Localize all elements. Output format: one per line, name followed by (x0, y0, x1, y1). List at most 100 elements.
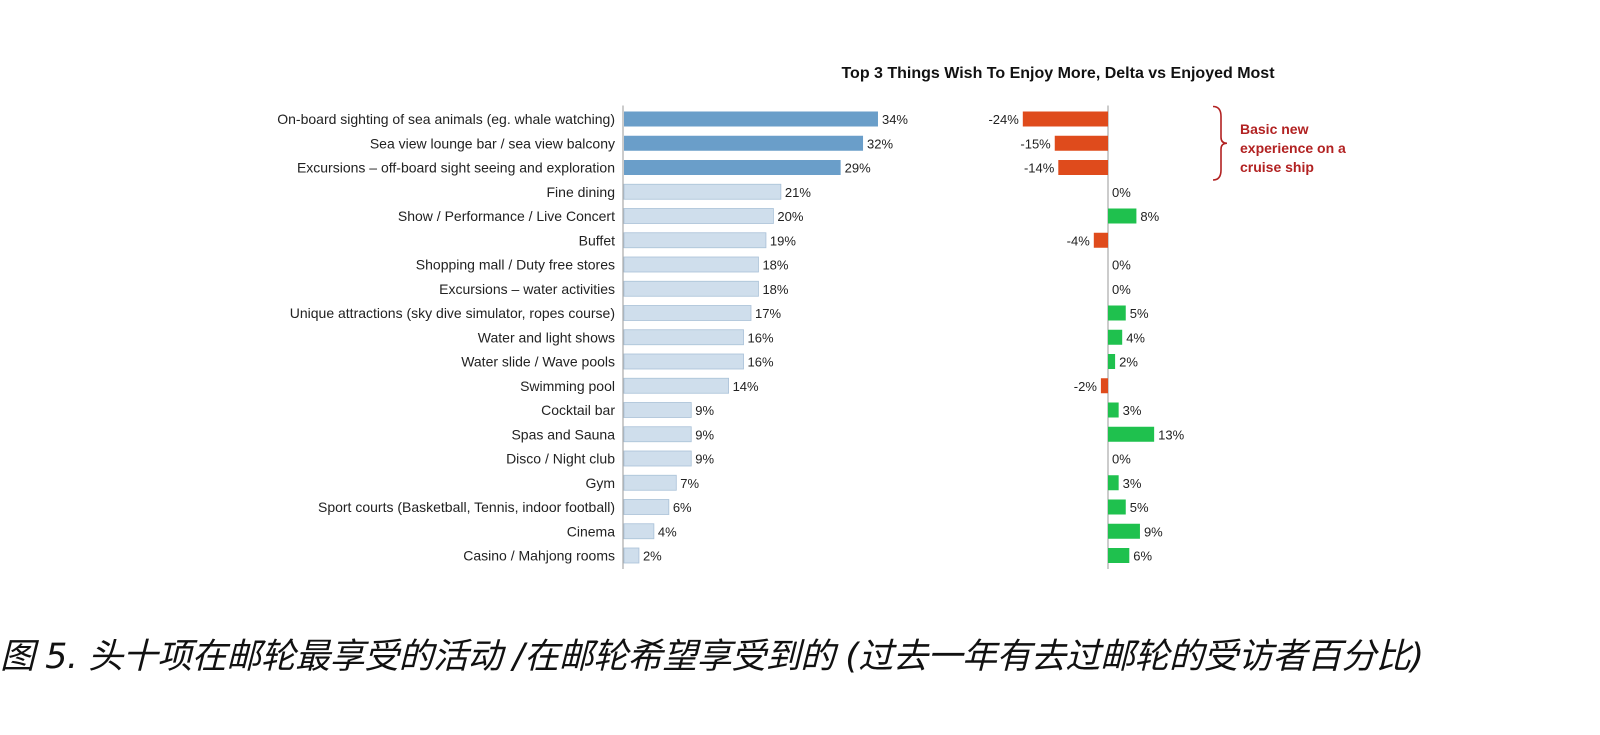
enjoyed-value-label: 16% (748, 330, 774, 345)
delta-bars: -24%-15% -14% 0% 8% -4% 0% 0% 5% 4% 2% -2% 3% 13% 0% 3… (988, 105, 1185, 569)
enjoyed-bar (623, 499, 670, 515)
enjoyed-value-label: 20% (777, 209, 803, 224)
enjoyed-bar (624, 135, 864, 151)
category-label: Show / Performance / Live Concert (398, 208, 615, 224)
delta-bar-positive (1108, 426, 1155, 442)
enjoyed-bar (623, 523, 655, 540)
enjoyed-value-label: 14% (733, 379, 759, 394)
category-label: Gym (585, 475, 615, 491)
enjoyed-bar (623, 232, 767, 249)
figure-caption: 图 5. 头十项在邮轮最享受的活动 /在邮轮希望享受到的 (过去一年有去过邮轮的… (0, 637, 1424, 677)
annotation-text-line: cruise ship (1240, 159, 1314, 175)
enjoyed-bar (623, 256, 759, 273)
delta-value-label: 0% (1112, 452, 1131, 467)
delta-value-label: 9% (1144, 524, 1163, 539)
enjoyed-bar (623, 547, 640, 564)
delta-bar-positive (1108, 499, 1126, 515)
delta-bar-positive (1108, 523, 1140, 539)
category-label: Disco / Night club (506, 451, 615, 467)
enjoyed-value-label: 6% (673, 500, 692, 515)
enjoyed-bar (623, 377, 729, 394)
category-label: Swimming pool (520, 378, 615, 394)
enjoyed-bar (623, 474, 677, 491)
enjoyed-value-label: 9% (695, 403, 714, 418)
enjoyed-value-label: 9% (695, 452, 714, 467)
delta-value-label: 8% (1140, 209, 1159, 224)
delta-value-label: -14% (1024, 161, 1055, 176)
annotation-group: Basic new experience on a cruise ship (1212, 105, 1346, 181)
enjoyed-bar (623, 402, 692, 418)
category-label: Excursions – off-board sight seeing and … (297, 160, 615, 176)
category-label: Buffet (579, 232, 615, 248)
enjoyed-bar (623, 183, 782, 200)
enjoyed-value-label: 19% (770, 233, 796, 248)
delta-value-label: 3% (1123, 476, 1142, 491)
delta-bar-positive (1108, 354, 1116, 369)
category-label: Water slide / Wave pools (461, 354, 615, 370)
delta-bar-positive (1108, 402, 1119, 418)
enjoyed-value-label: 34% (882, 112, 908, 127)
category-label: On-board sighting of sea animals (eg. wh… (277, 111, 615, 127)
enjoyed-bar (623, 450, 692, 467)
category-label: Cinema (567, 523, 615, 539)
enjoyed-bar (623, 329, 744, 346)
delta-bar-negative (1054, 135, 1108, 151)
delta-value-label: -24% (988, 112, 1019, 127)
enjoyed-bar (623, 426, 692, 443)
category-label: Fine dining (547, 184, 616, 200)
delta-bar-positive (1108, 305, 1126, 321)
category-label: Excursions – water activities (439, 281, 615, 297)
enjoyed-value-label: 21% (785, 185, 811, 200)
enjoyed-value-label: 2% (643, 549, 662, 564)
enjoyed-value-label: 18% (762, 258, 788, 273)
delta-value-label: 5% (1130, 500, 1149, 515)
delta-value-label: -2% (1074, 379, 1098, 394)
delta-value-label: 13% (1158, 427, 1184, 442)
delta-bar-positive (1108, 208, 1137, 224)
enjoyed-bar (623, 280, 759, 297)
category-label: Casino / Mahjong rooms (463, 548, 615, 564)
delta-bar-negative (1058, 160, 1108, 175)
category-label: Water and light shows (478, 329, 615, 345)
delta-bar-negative (1100, 378, 1108, 394)
annotation-brace (1212, 105, 1228, 181)
category-label: Unique attractions (sky dive simulator, … (290, 305, 615, 321)
delta-value-label: 5% (1130, 306, 1149, 321)
enjoyed-value-label: 17% (755, 306, 781, 321)
delta-value-label: -15% (1020, 136, 1051, 151)
enjoyed-value-label: 29% (845, 161, 871, 176)
chart-title: Top 3 Things Wish To Enjoy More, Delta v… (841, 65, 1275, 82)
delta-value-label: 4% (1126, 330, 1145, 345)
category-label: Cocktail bar (541, 402, 615, 418)
category-label: Shopping mall / Duty free stores (416, 257, 615, 273)
enjoyed-value-label: 18% (762, 282, 788, 297)
enjoyed-bar (623, 353, 744, 370)
delta-value-label: 0% (1112, 282, 1131, 297)
delta-bar-positive (1108, 329, 1123, 345)
delta-value-label: 2% (1119, 355, 1138, 370)
delta-value-label: 6% (1133, 549, 1152, 564)
enjoyed-bar (623, 208, 774, 224)
delta-bar-positive (1108, 475, 1119, 491)
category-label: Sea view lounge bar / sea view balcony (370, 135, 615, 151)
delta-value-label: 0% (1112, 258, 1131, 273)
delta-value-label: 3% (1123, 403, 1142, 418)
enjoyed-value-label: 32% (867, 136, 893, 151)
enjoyed-bar (624, 160, 841, 175)
category-label: Spas and Sauna (511, 426, 615, 442)
enjoyed-value-label: 16% (748, 355, 774, 370)
enjoyed-value-label: 7% (680, 476, 699, 491)
delta-value-label: -4% (1067, 233, 1091, 248)
enjoyed-value-label: 9% (695, 427, 714, 442)
delta-value-label: 0% (1112, 185, 1131, 200)
enjoyed-most-bars: On-board sighting of sea animals (eg. wh… (277, 105, 908, 569)
enjoyed-bar (624, 111, 878, 127)
delta-bar-positive (1108, 548, 1130, 563)
annotation-text-line: Basic new (1240, 121, 1309, 137)
category-label: Sport courts (Basketball, Tennis, indoor… (318, 499, 615, 515)
annotation-text-line: experience on a (1240, 140, 1346, 156)
delta-bar-negative (1022, 111, 1108, 127)
enjoyed-bar (623, 305, 752, 321)
delta-bar-negative (1093, 232, 1108, 248)
enjoyed-value-label: 4% (658, 524, 677, 539)
